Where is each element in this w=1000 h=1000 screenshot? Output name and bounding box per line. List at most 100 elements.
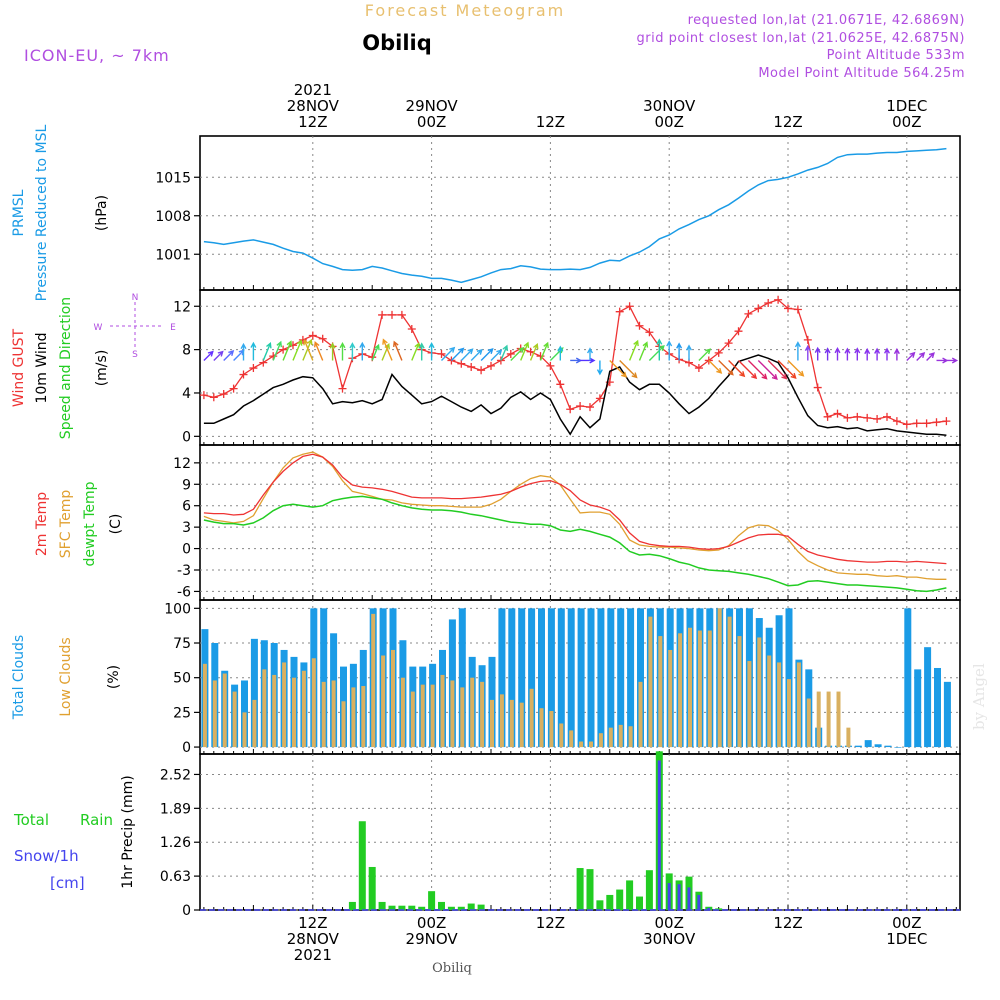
- wind-direction-arrow: [738, 359, 758, 380]
- rain-bar: [358, 821, 366, 910]
- y-tick-label: 12: [173, 299, 191, 315]
- wind-gust-marker: [843, 413, 852, 422]
- total-cloud-bar: [874, 744, 882, 748]
- rain-bar: [428, 891, 436, 910]
- top-time-label: 1DEC: [886, 97, 927, 115]
- wind-direction-arrow: [490, 349, 503, 361]
- wind-gust-marker: [467, 362, 476, 371]
- low-cloud-bar: [806, 698, 811, 748]
- wind-gust-marker: [209, 393, 218, 402]
- precip-legend-rain: Rain: [80, 811, 113, 829]
- rain-bar: [398, 905, 406, 910]
- wind-direction-arrow: [262, 342, 272, 361]
- rain-bar: [715, 908, 723, 910]
- wind-gust-marker: [298, 335, 307, 344]
- wind-direction-arrow: [250, 341, 257, 361]
- total-cloud-bar: [924, 647, 932, 748]
- compass-s: S: [132, 350, 138, 360]
- snow-bar: [667, 883, 671, 910]
- wind-direction-arrow: [500, 344, 509, 361]
- wind-direction-arrow: [441, 346, 456, 361]
- panel-axis-label: Pressure Reduced to MSL: [34, 124, 50, 301]
- wind-gust-marker: [714, 348, 723, 357]
- wind-direction-arrow: [371, 343, 380, 361]
- wind-gust-marker: [477, 366, 486, 375]
- wind-gust-marker: [586, 403, 594, 412]
- precip-axis-label: 1hr Precip (mm): [120, 775, 136, 888]
- low-cloud-bar: [767, 655, 772, 748]
- y-tick-label: 0: [182, 740, 191, 756]
- y-tick-label: 6: [182, 499, 191, 515]
- snow-bar: [707, 907, 711, 910]
- low-cloud-bar: [460, 687, 465, 748]
- wind-gust-marker: [338, 384, 347, 393]
- wind-direction-arrow: [302, 338, 313, 361]
- wind-gust-marker: [576, 401, 585, 410]
- footer-station: Obiliq: [432, 961, 472, 976]
- y-tick-label: 1.89: [160, 801, 191, 817]
- wind-direction-arrow: [656, 338, 663, 361]
- low-cloud-bar: [499, 694, 504, 748]
- wind-direction-arrow: [936, 357, 949, 364]
- wind-gust-marker: [892, 417, 901, 426]
- wind-direction-arrow: [666, 340, 673, 361]
- wind-direction-arrow: [313, 340, 324, 361]
- total-cloud-bar: [567, 608, 575, 748]
- low-cloud-bar: [727, 616, 732, 748]
- wind-direction-arrow: [834, 347, 841, 361]
- wind-gust-marker: [506, 349, 515, 358]
- wind-gust-marker: [378, 310, 387, 319]
- wind-gust-marker: [645, 328, 654, 337]
- compass-w: W: [94, 323, 103, 333]
- panel-axis-label: 2m Temp: [34, 492, 50, 556]
- wind-direction-arrow: [329, 342, 336, 361]
- total-cloud-bar: [547, 608, 555, 748]
- wind-gust-marker: [219, 390, 228, 399]
- bottom-time-label: 12Z: [536, 914, 565, 932]
- rain-bar: [606, 894, 614, 910]
- low-cloud-bar: [846, 727, 851, 748]
- wind-gust-marker: [615, 307, 624, 316]
- wind-direction-arrow: [794, 341, 801, 361]
- low-cloud-bar: [321, 681, 326, 748]
- rain-bar: [596, 900, 604, 910]
- total-cloud-bar: [458, 608, 466, 748]
- wind-direction-arrow: [359, 341, 366, 361]
- total-cloud-bar: [498, 608, 506, 748]
- low-cloud-bar: [747, 661, 752, 748]
- wind-direction-arrow: [638, 341, 649, 361]
- top-time-label: 12Z: [536, 113, 565, 131]
- low-cloud-bar: [410, 691, 415, 748]
- low-cloud-bar: [559, 723, 564, 748]
- wind-gust-marker: [803, 335, 812, 344]
- top-time-label: 00Z: [417, 113, 446, 131]
- wind-gust-marker: [922, 419, 931, 428]
- y-tick-label: -6: [177, 584, 191, 600]
- wind-direction-arrow: [787, 359, 805, 377]
- panel-axis-label: SFC Temp: [58, 490, 74, 559]
- wind-gust-marker: [595, 394, 604, 403]
- bottom-time-label: 30NOV: [643, 930, 696, 948]
- y-tick-label: 2.52: [160, 767, 191, 783]
- precip-legend-total: Total: [13, 811, 49, 829]
- rain-bar: [626, 880, 634, 910]
- wind-direction-arrow: [854, 347, 861, 361]
- total-cloud-bar: [528, 608, 536, 748]
- low-cloud-bar: [420, 684, 425, 748]
- low-cloud-bar: [222, 673, 227, 748]
- total-cloud-bar: [538, 608, 545, 748]
- wind-direction-arrow: [844, 347, 851, 361]
- low-cloud-bar: [608, 727, 613, 748]
- wind-direction-arrow: [619, 359, 638, 379]
- low-cloud-bar: [252, 699, 257, 748]
- total-cloud-bar: [320, 608, 328, 748]
- low-cloud-bar: [301, 670, 306, 748]
- wind-direction-arrow: [628, 339, 639, 361]
- wind-direction-arrow: [529, 343, 539, 361]
- low-cloud-bar: [242, 712, 247, 748]
- y-tick-label: 1001: [155, 247, 191, 263]
- wind-gust-marker: [754, 304, 763, 313]
- bottom-time-label: 28NOV: [287, 930, 340, 948]
- wind-gust-marker: [744, 309, 753, 318]
- wind-gust-marker: [397, 310, 406, 319]
